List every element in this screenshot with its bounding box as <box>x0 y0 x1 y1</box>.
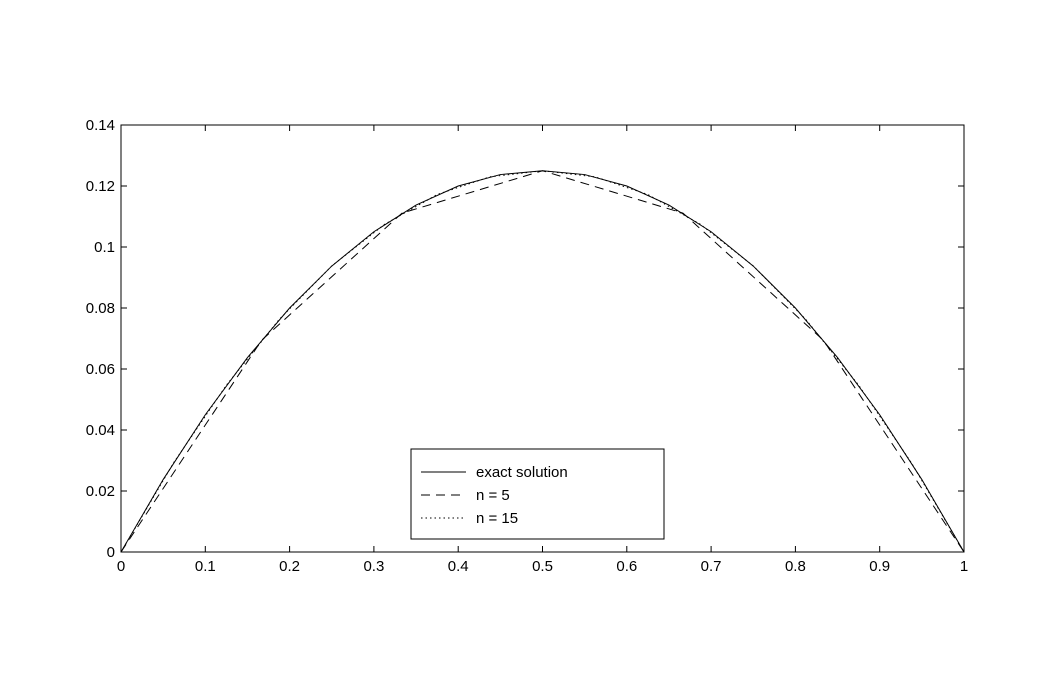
y-tick-label: 0 <box>107 544 115 561</box>
y-tick-label: 0.12 <box>86 178 115 195</box>
series-layer <box>120 170 965 553</box>
series-line-2 <box>120 170 965 553</box>
x-tick-label: 0 <box>117 558 125 575</box>
ticks-layer: 0 0.1 0.2 0.3 0.4 0.5 0.6 0.7 0.8 0.9 1 0 0.02 0.04 0.… <box>86 117 968 575</box>
x-tick-label: 0.3 <box>363 558 384 575</box>
legend-label-1: n = 5 <box>476 487 510 504</box>
y-tick-label: 0.14 <box>86 117 115 134</box>
x-tick-label: 1 <box>960 558 968 575</box>
x-tick-label: 0.1 <box>195 558 216 575</box>
x-tick-label: 0.8 <box>785 558 806 575</box>
x-tick-label: 0.2 <box>279 558 300 575</box>
x-tick-label: 0.5 <box>532 558 553 575</box>
y-tick-label: 0.04 <box>86 422 115 439</box>
y-tick-label: 0.1 <box>94 239 115 256</box>
legend-box <box>410 448 665 540</box>
y-tick-label: 0.02 <box>86 483 115 500</box>
legend-label-0: exact solution <box>476 464 568 481</box>
x-tick-label: 0.4 <box>448 558 469 575</box>
y-tick-label: 0.06 <box>86 361 115 378</box>
legend: exact solution n = 5 n = 15 <box>410 448 665 540</box>
legend-label-2: n = 15 <box>476 510 518 527</box>
x-tick-label: 0.6 <box>616 558 637 575</box>
x-tick-label: 0.9 <box>869 558 890 575</box>
series-line-1 <box>120 170 965 553</box>
y-tick-label: 0.08 <box>86 300 115 317</box>
x-tick-label: 0.7 <box>701 558 722 575</box>
